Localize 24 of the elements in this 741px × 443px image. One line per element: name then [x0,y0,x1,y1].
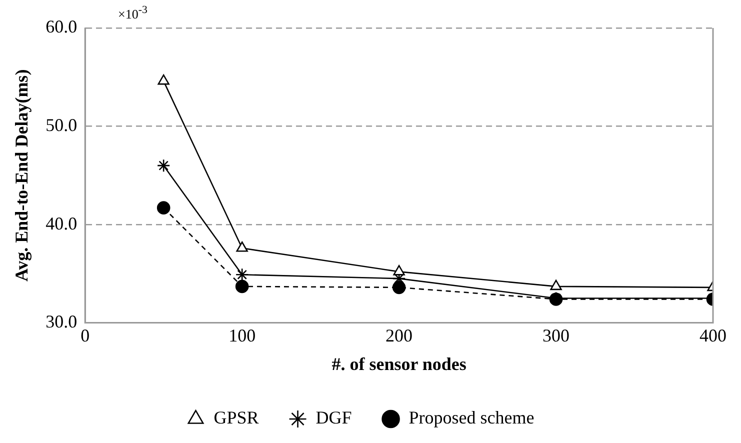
legend-label: Proposed scheme [408,408,534,428]
y-tick-label: 60.0 [46,16,78,37]
point [392,280,406,294]
y-tick-label: 30.0 [46,312,78,332]
x-tick-label: 200 [386,325,413,346]
legend-label: GPSR [214,408,259,428]
x-tick-label: 400 [700,325,726,346]
point [156,201,170,214]
point [235,280,249,294]
y-tick-label: 50.0 [46,115,78,135]
point [158,74,170,85]
y-tick-label: 40.0 [46,213,78,234]
x-tick-label: 100 [228,325,256,346]
point [156,158,170,172]
point [236,241,248,252]
x-tick-label: 0 [80,325,90,346]
point [393,265,405,276]
point [235,268,249,282]
point [550,280,562,290]
y-axis-title: Avg. End-to-End Delay(ms) [11,69,32,282]
x-axis-title: #. of sensor nodes [332,354,466,374]
x-tick-label: 300 [542,325,570,346]
legend-label: DGF [316,408,352,428]
text: ×10$^{-3}$ [118,4,148,22]
